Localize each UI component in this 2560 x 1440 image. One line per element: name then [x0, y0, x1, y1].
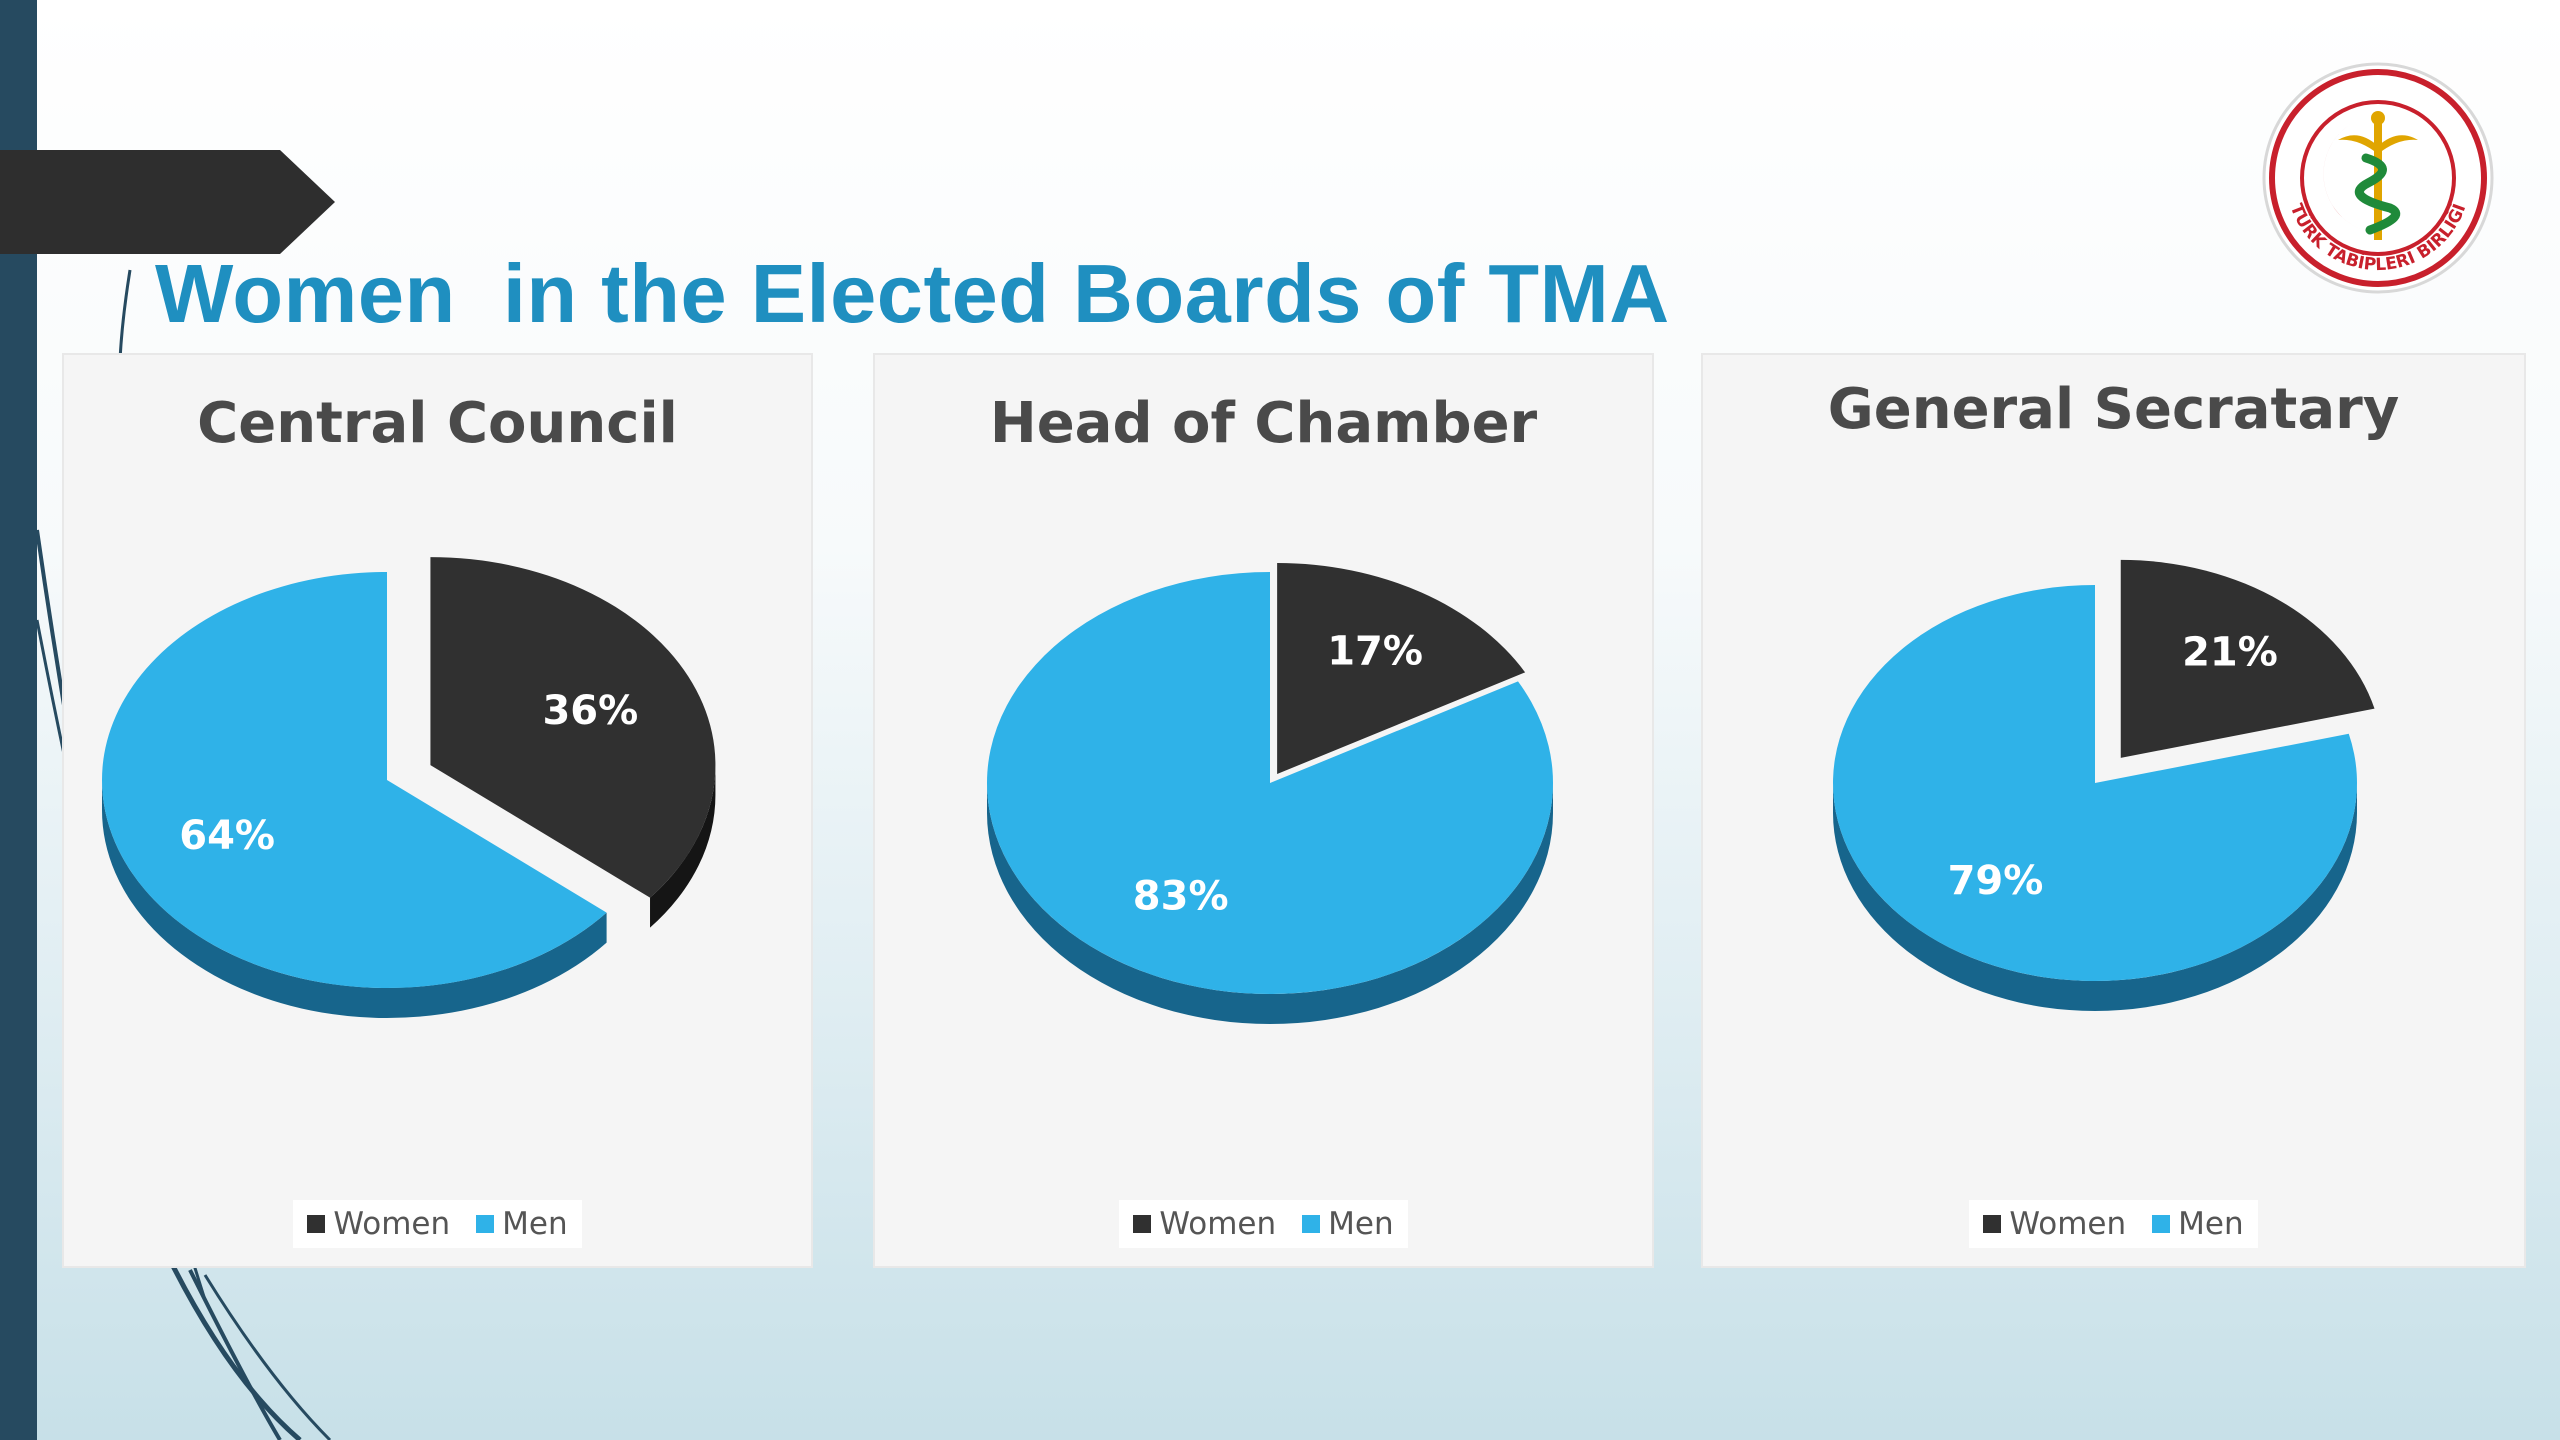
pie-slice-men [101, 572, 607, 988]
data-label-women: 17% [1327, 629, 1423, 675]
legend-label: Women [1159, 1206, 1277, 1242]
pie-slice-women [1277, 563, 1526, 775]
pie-side-men [102, 780, 607, 1019]
chart-legend: Women Men [64, 1200, 811, 1248]
chart-title: General Secratary [1827, 377, 2400, 442]
data-label-women: 21% [2182, 630, 2278, 676]
chart-title: Central Council [197, 391, 678, 456]
chart-legend: Women Men [1703, 1200, 2524, 1248]
legend-label: Men [502, 1206, 568, 1242]
legend-item-women: Women [1983, 1206, 2126, 1242]
legend-label: Women [2009, 1206, 2127, 1242]
legend-swatch-men [1302, 1215, 1321, 1233]
pie-slice-women [2120, 559, 2375, 758]
chart-panel-general-secratary: General Secratary 21% 79% Women Men [1701, 353, 2526, 1268]
chart-panel-central-council: Central Council 36% 64% Women Men [62, 353, 813, 1268]
pie-side-women [650, 765, 716, 928]
title-arrow-shape [0, 150, 335, 254]
chart-title: Head of Chamber [989, 391, 1538, 456]
legend-swatch-men [476, 1215, 495, 1233]
legend-item-men: Men [2152, 1206, 2244, 1242]
legend-item-women: Women [1133, 1206, 1276, 1242]
legend-label: Men [1328, 1206, 1394, 1242]
pie-slice-women [430, 557, 716, 898]
chart-legend: Women Men [875, 1200, 1652, 1248]
pie-chart-central-council: 36% 64% [101, 557, 716, 1019]
tma-logo: TÜRK TABİPLERİ BİRLİĞİ [2262, 62, 2494, 294]
slide-title: Women in the Elected Boards of TMA [155, 247, 1670, 340]
data-label-men: 79% [1948, 858, 2044, 904]
pie-chart-head-of-chamber: 17% 83% [987, 563, 1553, 1024]
legend-label: Women [333, 1206, 451, 1242]
legend-item-women: Women [307, 1206, 450, 1242]
legend-label: Men [2178, 1206, 2244, 1242]
legend-swatch-women [1983, 1215, 2002, 1233]
pie-chart-general-secratary: 21% 79% [1833, 559, 2375, 1011]
data-label-women: 36% [542, 688, 638, 734]
chart-panel-head-of-chamber: Head of Chamber 17% 83% Women Men [873, 353, 1654, 1268]
data-label-men: 83% [1133, 874, 1229, 920]
data-label-men: 64% [179, 813, 275, 859]
pie-slice-men [987, 572, 1553, 995]
pie-slice-men [1833, 585, 2357, 981]
legend-item-men: Men [476, 1206, 568, 1242]
legend-swatch-women [307, 1215, 326, 1233]
legend-swatch-men [2152, 1215, 2171, 1233]
legend-item-men: Men [1302, 1206, 1394, 1242]
legend-swatch-women [1133, 1215, 1152, 1233]
